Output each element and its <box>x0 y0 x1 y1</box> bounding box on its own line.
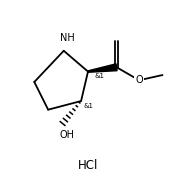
Polygon shape <box>88 64 117 72</box>
Text: &1: &1 <box>94 73 104 79</box>
Text: NH: NH <box>60 33 75 43</box>
Text: &1: &1 <box>84 103 94 109</box>
Text: OH: OH <box>59 130 74 140</box>
Text: O: O <box>135 75 143 85</box>
Text: HCl: HCl <box>78 159 98 172</box>
